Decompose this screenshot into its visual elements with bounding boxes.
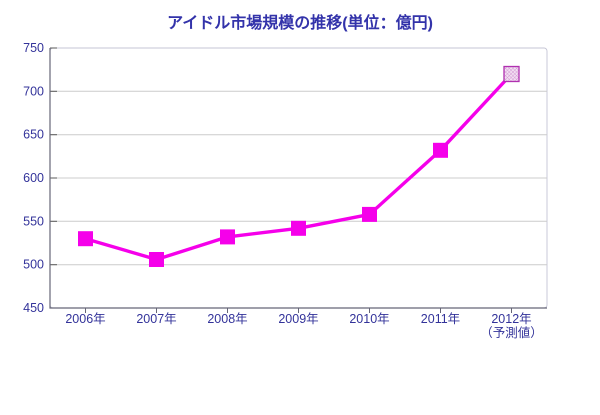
- svg-text:2010年: 2010年: [349, 312, 389, 326]
- svg-text:2007年: 2007年: [136, 312, 176, 326]
- svg-text:2006年: 2006年: [65, 312, 105, 326]
- svg-text:650: 650: [23, 128, 44, 142]
- svg-text:（予測値）: （予測値）: [480, 325, 543, 340]
- svg-text:500: 500: [23, 258, 44, 272]
- svg-text:2008年: 2008年: [207, 312, 247, 326]
- svg-text:600: 600: [23, 171, 44, 185]
- svg-text:700: 700: [23, 84, 44, 98]
- svg-text:550: 550: [23, 214, 44, 228]
- svg-text:2011年: 2011年: [421, 312, 460, 326]
- svg-text:2012年: 2012年: [491, 312, 531, 326]
- svg-text:450: 450: [23, 301, 44, 315]
- svg-text:750: 750: [23, 41, 44, 55]
- svg-text:2009年: 2009年: [278, 312, 318, 326]
